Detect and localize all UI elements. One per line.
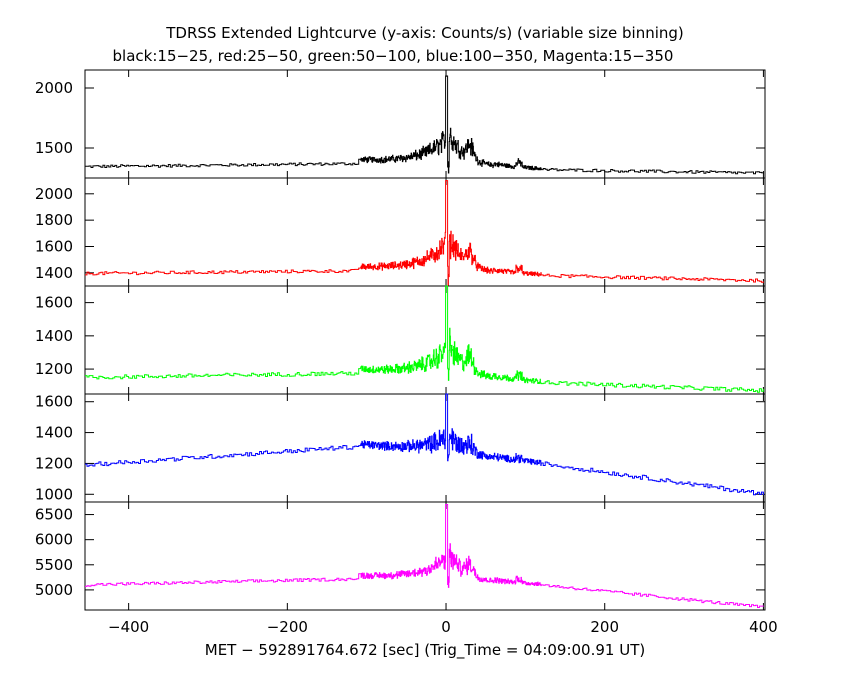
- y-tick-label: 1200: [35, 454, 73, 472]
- y-tick-label: 1500: [35, 139, 73, 157]
- y-tick-label: 5500: [35, 556, 73, 574]
- panel-15-350: 5000 5500 6000 6500: [35, 501, 766, 611]
- panel-frame: [84, 501, 766, 611]
- y-tick-label: 1600: [35, 294, 73, 312]
- y-tick-label: 2000: [35, 79, 73, 97]
- x-tick-label: −200: [267, 618, 308, 636]
- y-tick-label: 1000: [35, 485, 73, 503]
- panel-frame: [84, 177, 766, 287]
- x-axis-label: MET − 592891764.672 [sec] (Trig_Time = 0…: [205, 641, 645, 660]
- series-line-15-25: [85, 75, 764, 175]
- x-axis: −400 −200 0 200 400: [108, 618, 778, 636]
- series-line-25-50: [85, 180, 764, 287]
- y-tick-label: 1200: [35, 360, 73, 378]
- series-line-50-100: [85, 285, 764, 393]
- panel-100-350: 1000 1200 1400 1600: [35, 393, 766, 503]
- series-line-15-350: [85, 504, 764, 608]
- x-tick-label: 200: [590, 618, 619, 636]
- series-line-100-350: [85, 393, 764, 496]
- y-tick-label: 6500: [35, 506, 73, 524]
- y-tick-label: 6000: [35, 531, 73, 549]
- panel-25-50: 1400 1600 1800 2000: [35, 177, 766, 287]
- panel-frame: [84, 393, 766, 503]
- chart-subtitle: black:15−25, red:25−50, green:50−100, bl…: [113, 47, 674, 65]
- y-tick-label: 1600: [35, 237, 73, 255]
- chart-title: TDRSS Extended Lightcurve (y-axis: Count…: [165, 24, 684, 42]
- y-tick-label: 5000: [35, 581, 73, 599]
- panel-15-25: 1500 2000: [35, 69, 766, 179]
- panels-group: 1500200014001600180020001200140016001000…: [35, 69, 766, 611]
- y-tick-label: 1600: [35, 393, 73, 411]
- y-tick-label: 1800: [35, 211, 73, 229]
- panel-frame: [84, 285, 766, 395]
- y-tick-label: 2000: [35, 185, 73, 203]
- x-tick-label: 400: [749, 618, 778, 636]
- y-tick-label: 1400: [35, 327, 73, 345]
- panel-50-100: 1200 1400 1600: [35, 285, 766, 395]
- x-tick-label: −400: [108, 618, 149, 636]
- y-tick-label: 1400: [35, 424, 73, 442]
- panel-frame: [84, 69, 766, 179]
- y-tick-label: 1400: [35, 264, 73, 282]
- x-tick-label: 0: [441, 618, 451, 636]
